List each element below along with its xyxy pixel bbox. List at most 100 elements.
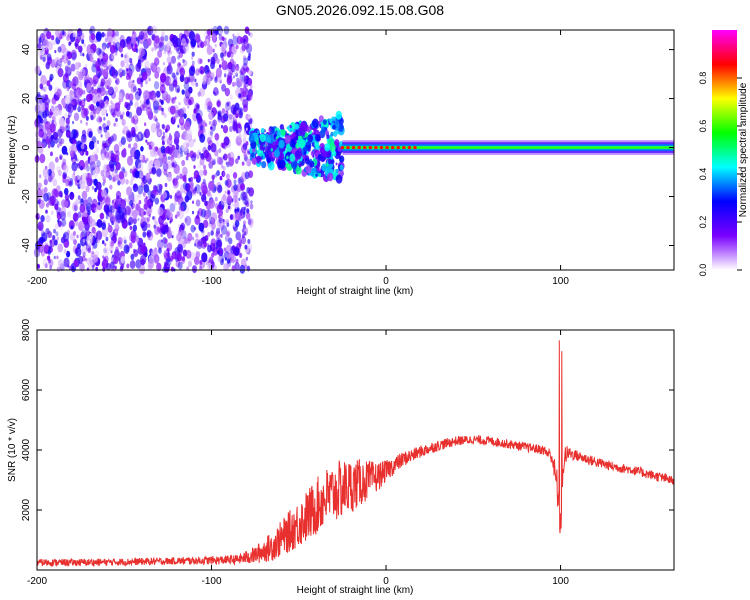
spectrogram-noise-point [233, 179, 237, 185]
spectrogram-noise-point [95, 230, 103, 241]
spectrogram-noise-point [199, 133, 206, 143]
spectrogram-noise-point [57, 219, 60, 223]
spectrogram-noise-point [216, 58, 220, 64]
spectrogram-noise-point [212, 39, 216, 43]
spectrogram-noise-point [125, 103, 131, 111]
spectrogram-noise-point [178, 200, 182, 206]
spectrogram-noise-point [48, 84, 53, 91]
spectrogram-transition-point [266, 157, 272, 164]
spectrogram-noise-point [175, 143, 180, 150]
spectrogram-noise-point [90, 165, 93, 171]
spectrogram-noise-point [223, 247, 227, 252]
spectrogram-noise-point [59, 62, 63, 68]
spectrogram-noise-point [66, 152, 69, 156]
spectrogram-noise-point [102, 196, 105, 200]
spectrogram-noise-point [127, 143, 132, 149]
spectrogram-noise-point [211, 212, 218, 223]
spectrogram-noise-point [161, 107, 164, 112]
spectrogram-noise-point [143, 90, 149, 100]
spectrogram-noise-point [223, 73, 227, 78]
spectrogram-peak-point [374, 145, 378, 150]
spectrogram-noise-point [218, 29, 223, 35]
spectrogram-noise-point [243, 220, 246, 225]
spectrogram-noise-point [171, 162, 175, 168]
spectrogram-noise-point [152, 216, 155, 220]
spectrogram-noise-point [241, 233, 245, 239]
spectrogram-noise-point [249, 203, 254, 210]
spectrogram-noise-point [75, 198, 80, 206]
spectrogram-noise-point [107, 36, 113, 44]
spectrogram-noise-point [106, 120, 111, 127]
spectrogram-noise-point [100, 107, 107, 117]
spectrogram-noise-point [58, 190, 63, 198]
spectrogram-noise-point [97, 59, 102, 66]
spectrogram-peak-point [390, 145, 395, 150]
spectrogram-noise-point [225, 208, 229, 214]
spectrogram-noise-point [234, 262, 240, 271]
spectrogram-noise-point [247, 114, 251, 120]
spectrogram-noise-point [44, 40, 50, 48]
spectrogram-noise-point [145, 172, 151, 181]
spectrogram-noise-point [210, 221, 216, 230]
spectrogram-noise-point [52, 178, 58, 187]
spectrogram-noise-point [103, 116, 106, 121]
spectrogram-noise-point [42, 38, 49, 48]
spectrogram-noise-point [111, 53, 116, 60]
spectrogram-noise-point [98, 126, 102, 131]
spectrogram-noise-point [100, 169, 105, 177]
spectrogram-noise-point [47, 174, 53, 183]
spectrogram-noise-point [170, 266, 174, 272]
spectrogram-noise-point [107, 224, 113, 233]
spectrogram-noise-point [131, 37, 137, 45]
spectrogram-noise-point [202, 164, 207, 170]
spectrogram-noise-point [181, 89, 185, 95]
spectrogram-noise-point [221, 164, 224, 169]
spectrogram-noise-point [243, 38, 247, 43]
spectrogram-transition-point [305, 164, 312, 174]
spectrogram-noise-point [53, 228, 56, 234]
spectrogram-noise-point [44, 85, 48, 91]
spectrogram-transition-point [335, 110, 343, 120]
spectrogram-noise-point [100, 101, 105, 109]
spectrogram-noise-point [129, 200, 134, 207]
spectrogram-noise-point [209, 130, 214, 136]
spectrogram-noise-point [146, 231, 150, 237]
spectrogram-noise-point [193, 108, 197, 114]
spectrogram-noise-point [109, 135, 114, 143]
spectrogram-noise-point [55, 231, 59, 237]
spectrogram-noise-point [163, 208, 167, 215]
spectrogram-noise-point [42, 122, 49, 133]
spectrogram-noise-point [205, 65, 209, 71]
spectrogram-noise-point [126, 130, 131, 138]
spectrogram-y-ticks: -40 -20 0 20 40 [21, 44, 674, 253]
spectrogram-noise-point [208, 222, 212, 228]
snr-y-tick-label: 6000 [21, 378, 32, 401]
spectrogram-noise-point [61, 218, 67, 227]
spectrogram-noise-point [77, 179, 80, 183]
spectrogram-noise-point [154, 159, 161, 170]
spectrogram-noise-point [226, 263, 230, 270]
spectrogram-noise-point [198, 151, 202, 156]
spectrogram-noise-point [191, 60, 195, 66]
spectrogram-noise-point [206, 242, 210, 248]
snr-y-tick-label: 4000 [21, 438, 32, 461]
spectrogram-noise-point [193, 226, 197, 231]
spectrogram-noise-point [86, 235, 93, 246]
spectrogram-transition-point [305, 141, 312, 150]
spectrogram-noise-point [77, 255, 84, 265]
spectrogram-noise-point [123, 239, 127, 244]
spectrogram-transition-point [315, 134, 321, 142]
spectrogram-noise-point [218, 221, 225, 231]
spectrogram-noise-point [177, 55, 180, 60]
spectrogram-noise-point [78, 45, 83, 53]
spectrogram-noise-point [206, 101, 213, 110]
spectrogram-noise-point [160, 155, 166, 164]
spectrogram-noise-point [37, 42, 42, 50]
spectrogram-noise-point [236, 138, 240, 144]
spectrogram-noise-point [195, 232, 199, 238]
spectrogram-noise-point [232, 121, 238, 131]
spectrogram-noise-point [220, 52, 224, 59]
spectrogram-noise-point [176, 190, 182, 200]
